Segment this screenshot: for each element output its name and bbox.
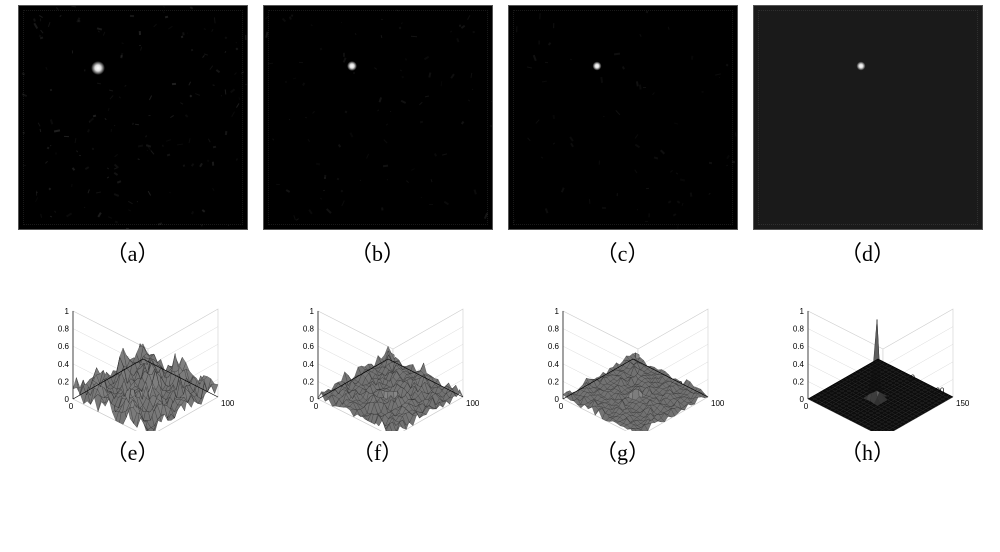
panel-h: 00.20.40.60.81050100150050100150 (753, 281, 983, 431)
svg-text:0.4: 0.4 (302, 360, 314, 369)
caption-h: （h） (840, 431, 895, 467)
svg-text:0: 0 (558, 402, 563, 411)
svg-text:0.2: 0.2 (302, 377, 314, 386)
panel-f: 00.20.40.60.81050100050100 (263, 281, 493, 431)
svg-text:1: 1 (309, 307, 314, 316)
svg-text:0.2: 0.2 (792, 377, 804, 386)
svg-text:100: 100 (711, 399, 725, 408)
caption-c: （c） (596, 230, 650, 270)
svg-text:0: 0 (313, 402, 318, 411)
svg-text:0.8: 0.8 (302, 325, 314, 334)
panel-b-texture (264, 6, 492, 229)
panel-g: 00.20.40.60.81050100050100 (508, 281, 738, 431)
caption-a: （a） (106, 230, 160, 270)
svg-text:0.8: 0.8 (547, 325, 559, 334)
svg-text:100: 100 (466, 399, 480, 408)
svg-text:0.2: 0.2 (57, 377, 69, 386)
svg-text:0.4: 0.4 (547, 360, 559, 369)
caption-d: （d） (840, 230, 895, 270)
svg-text:1: 1 (799, 307, 804, 316)
caption-b: （b） (350, 230, 405, 270)
panel-b (263, 5, 493, 230)
panel-c-texture (509, 6, 737, 229)
panel-a (18, 5, 248, 230)
panel-d (753, 5, 983, 230)
caption-g: （g） (595, 431, 650, 467)
svg-text:0: 0 (803, 402, 808, 411)
svg-text:0.4: 0.4 (57, 360, 69, 369)
panel-d-texture (754, 6, 982, 229)
svg-text:0.6: 0.6 (792, 342, 804, 351)
svg-text:1: 1 (64, 307, 69, 316)
caption-e: （e） (106, 431, 160, 467)
figure-grid: （a） （b） （c） （d） 00.20.40.60.810501000501… (0, 0, 1000, 472)
svg-text:0.6: 0.6 (547, 342, 559, 351)
panel-c-spot (593, 62, 602, 71)
panel-d-spot (856, 62, 865, 71)
svg-text:0.8: 0.8 (792, 325, 804, 334)
svg-text:0.4: 0.4 (792, 360, 804, 369)
svg-text:0.8: 0.8 (57, 325, 69, 334)
panel-a-texture (19, 6, 247, 229)
svg-text:150: 150 (956, 399, 970, 408)
panel-c (508, 5, 738, 230)
svg-text:0: 0 (68, 402, 73, 411)
caption-f: （f） (352, 431, 403, 467)
panel-a-spot (91, 61, 105, 75)
svg-text:1: 1 (554, 307, 559, 316)
svg-text:100: 100 (221, 399, 235, 408)
svg-text:0.6: 0.6 (57, 342, 69, 351)
svg-text:0.6: 0.6 (302, 342, 314, 351)
svg-text:0.2: 0.2 (547, 377, 559, 386)
panel-e: 00.20.40.60.81050100050100 (18, 281, 248, 431)
panel-b-spot (347, 61, 357, 71)
